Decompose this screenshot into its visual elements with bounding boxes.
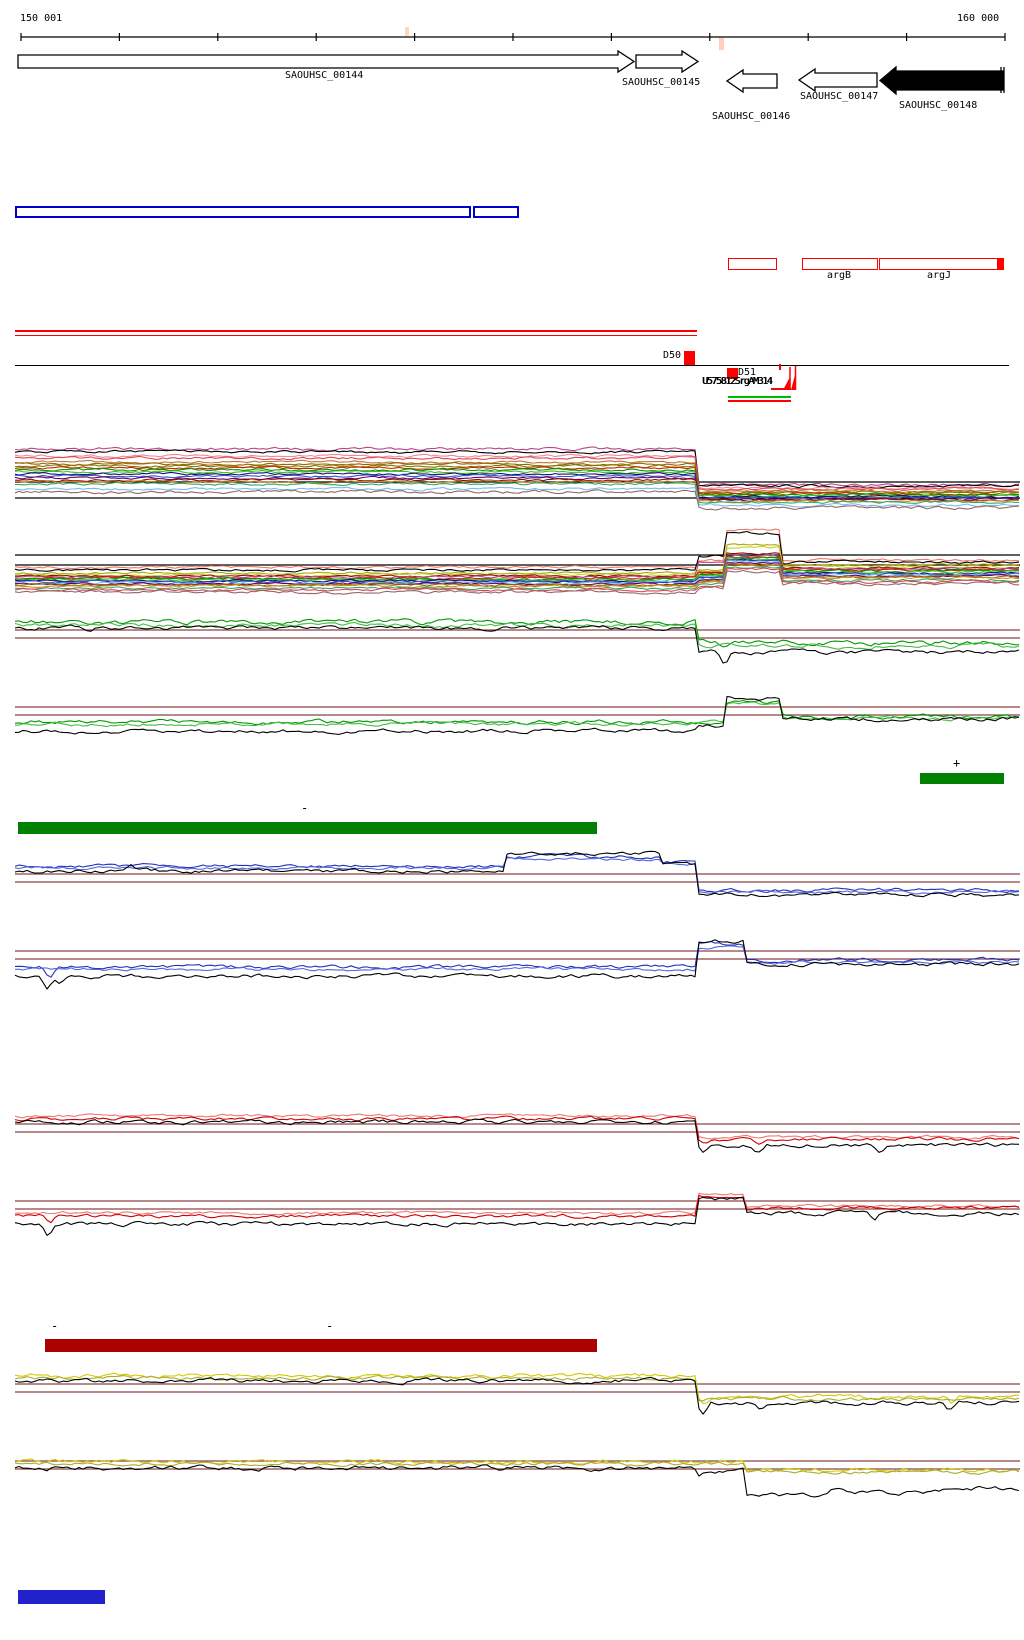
coverage-all-reverse-series (14, 559, 1020, 585)
coverage-all-forward-series (15, 486, 1020, 508)
yellow-reverse-series (14, 1464, 1020, 1498)
green-reverse-series (14, 699, 1020, 726)
coverage-all-reverse-series (14, 553, 1020, 579)
yellow-reverse-series (14, 1458, 1020, 1473)
green-reverse-series (14, 695, 1020, 735)
green-reverse-series (14, 701, 1020, 728)
blue-forward-series (14, 850, 1020, 898)
coverage-all-forward-series (14, 453, 1020, 491)
yellow-forward-series (14, 1376, 1020, 1415)
argJ-label: argJ (927, 270, 952, 281)
coverage-all-forward-series (14, 489, 1020, 511)
blue-strand-bar[interactable] (18, 1590, 105, 1604)
cursor-mark (719, 38, 724, 50)
coverage-all-reverse-series (14, 530, 1020, 573)
coverage-all-reverse-series (14, 563, 1020, 588)
red-reverse-series (14, 1194, 1020, 1224)
yellow-forward-series (14, 1372, 1019, 1405)
gene-label-saouhsc-00148: SAOUHSC_00148 (899, 100, 978, 111)
red-reverse-series (14, 1196, 1020, 1236)
plus-strand-bar-green[interactable] (920, 773, 1004, 784)
coverage-all-forward-series (14, 475, 1020, 502)
short-red-line-2 (728, 400, 791, 402)
minus-strand-label-3: - (326, 1319, 334, 1333)
gene-arrow-SAOUHSC_00146[interactable] (725, 68, 778, 94)
coverage-all-reverse-series (14, 555, 1020, 581)
coverage-all-forward-series (14, 477, 1020, 502)
minus-strand-bar-green[interactable] (18, 822, 597, 834)
argB-label: argB (827, 270, 852, 281)
yellow-forward-series (14, 1374, 1020, 1402)
gene-label-saouhsc-00145: SAOUHSC_00145 (622, 77, 701, 88)
coverage-all-forward-series (14, 455, 1019, 492)
red-flag (783, 377, 790, 390)
coverage-all-forward-series (14, 461, 1020, 495)
marker-d51-label: D51 (738, 367, 757, 378)
gene-arrow-SAOUHSC_00145[interactable] (635, 49, 700, 74)
gene-label-saouhsc-00147: SAOUHSC_00147 (800, 91, 879, 102)
cursor-mark (405, 27, 409, 36)
blue-reverse-series (15, 945, 1020, 972)
overlapping-marker-labels: U575812SrgAM314 (702, 376, 773, 387)
ruler-end-coordinate: 160 000 (957, 13, 1000, 24)
blue-forward-series (14, 852, 1020, 894)
feature-baseline (15, 365, 1009, 367)
annotation-box-argJ[interactable] (879, 258, 1004, 270)
coverage-all-reverse-series (14, 543, 1020, 576)
blue-forward-series (14, 857, 1020, 895)
coverage-all-forward-series (14, 459, 1020, 493)
marker-d50-label: D50 (663, 350, 682, 361)
minus-strand-label-2: - (51, 1319, 59, 1333)
coverage-all-reverse-series (14, 567, 1020, 593)
gene-label-saouhsc-00144: SAOUHSC_00144 (285, 70, 364, 81)
annotation-box-argB[interactable] (802, 258, 878, 270)
gene-arrow-SAOUHSC_00144[interactable] (17, 49, 636, 74)
yellow-reverse-series (14, 1461, 1020, 1475)
coverage-all-reverse-series (14, 556, 1020, 583)
red-guide-line-top (15, 330, 697, 332)
coverage-all-reverse-series (14, 569, 1019, 595)
annotation-box-red[interactable] (728, 258, 777, 270)
ruler-start-coordinate: 150 001 (20, 13, 63, 24)
argJ-end-block (997, 259, 1003, 269)
red-forward-series (14, 1118, 1020, 1153)
annotation-box-blue-long[interactable] (15, 206, 471, 218)
coverage-all-forward-series (14, 463, 1020, 496)
minus-strand-label: - (301, 801, 309, 815)
gene-arrow-SAOUHSC_00148[interactable] (878, 65, 1004, 96)
gene-arrow-SAOUHSC_00147[interactable] (797, 67, 878, 93)
plus-strand-label: + (953, 756, 961, 770)
marker-d50-block[interactable] (684, 351, 695, 365)
minus-strand-bar-dark-red[interactable] (45, 1339, 597, 1352)
red-tick (779, 364, 781, 370)
green-forward-series (14, 618, 1020, 648)
blue-reverse-series (14, 940, 1020, 978)
gene-label-saouhsc-00146: SAOUHSC_00146 (712, 111, 791, 122)
red-guide-line-bottom (15, 334, 697, 336)
red-forward-series (14, 1113, 1020, 1140)
coverage-all-reverse-series (14, 528, 1020, 570)
coverage-all-reverse-series (14, 563, 1020, 589)
coverage-all-forward-series (14, 481, 1020, 504)
blue-reverse-series (14, 939, 1020, 990)
coverage-all-forward-series (14, 471, 1020, 499)
marker-d51-block[interactable] (727, 368, 738, 379)
red-reverse-series (14, 1192, 1020, 1216)
short-green-line (728, 396, 791, 398)
coverage-all-forward-series (14, 467, 1019, 497)
red-forward-series (14, 1115, 1020, 1145)
annotation-box-blue-short[interactable] (473, 206, 519, 218)
green-forward-series (14, 624, 1020, 664)
short-red-line (771, 388, 791, 390)
